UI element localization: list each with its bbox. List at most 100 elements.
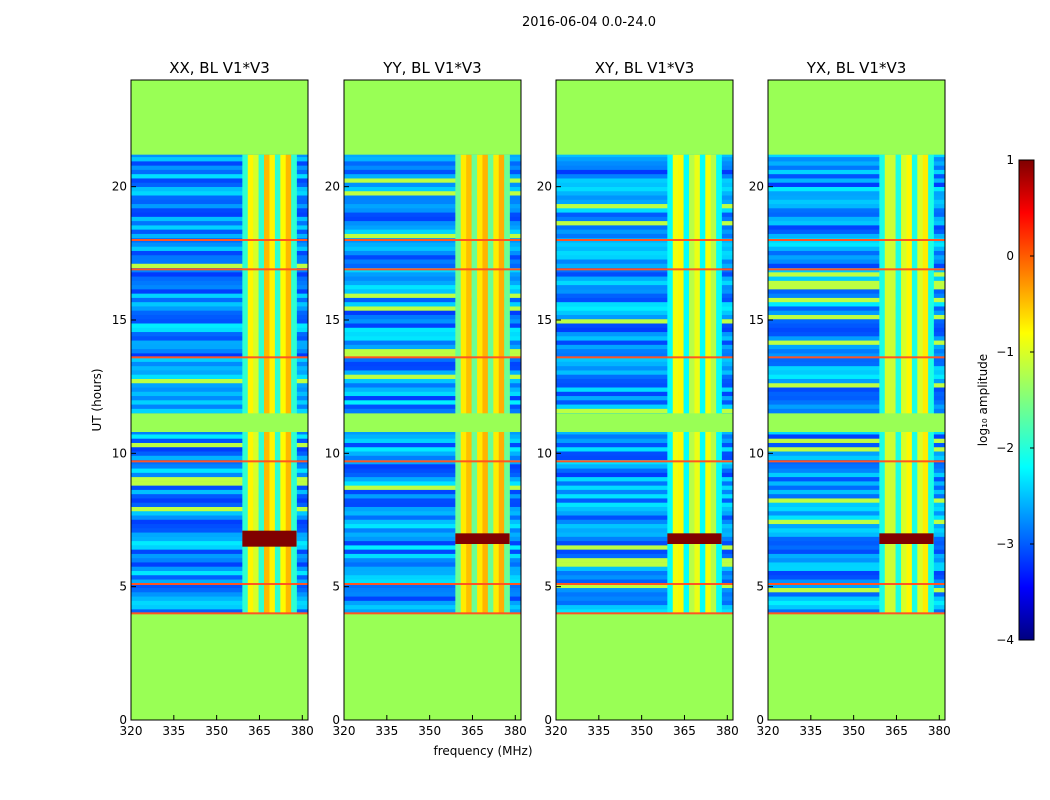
heatmap-row (344, 489, 521, 495)
heatmap-row (556, 391, 733, 397)
heatmap-row (556, 395, 733, 401)
heatmap-row (768, 387, 945, 392)
heatmap-row (556, 493, 733, 499)
colorbar-gradient (1018, 159, 1035, 641)
heatmap-row (131, 331, 308, 337)
y-tick-label: 15 (749, 313, 764, 327)
heatmap-row (131, 485, 308, 490)
heatmap-row (344, 468, 521, 473)
heatmap-row (344, 446, 521, 452)
x-tick-label: 350 (630, 724, 653, 738)
heatmap-row (344, 574, 521, 580)
heatmap-row (556, 455, 733, 461)
heatmap-row (344, 600, 521, 606)
y-tick-label: 20 (112, 180, 127, 194)
heatmap-row (344, 374, 521, 379)
heatmap-row (344, 348, 521, 354)
heatmap-row (131, 220, 308, 226)
heatmap-row (344, 442, 521, 448)
heatmap-row (556, 429, 733, 435)
x-tick-label: 365 (885, 724, 908, 738)
rfi-band-stripe (258, 154, 265, 614)
rfi-band-stripe (901, 154, 907, 614)
heatmap-row (768, 523, 945, 529)
heatmap-row (768, 498, 945, 503)
heatmap-row (556, 301, 733, 307)
heatmap-row (344, 553, 521, 559)
heatmap-row (556, 609, 733, 614)
heatmap-row (556, 596, 733, 601)
heatmap-row (768, 604, 945, 610)
heatmap-row (344, 532, 521, 537)
heatmap-row (768, 489, 945, 495)
heatmap-row (556, 451, 733, 456)
heatmap-row (131, 587, 308, 593)
strong-rfi-block (667, 533, 722, 544)
rfi-line (768, 612, 945, 615)
heatmap-row (344, 199, 521, 205)
heatmap-row (344, 382, 521, 388)
heatmap-row (344, 178, 521, 183)
heatmap-row (131, 250, 308, 256)
rfi-band-stripe (264, 154, 270, 614)
heatmap-row (131, 596, 308, 601)
heatmap-row (768, 574, 945, 580)
heatmap-row (344, 152, 521, 158)
heatmap-row (344, 208, 521, 213)
heatmap-row (768, 203, 945, 209)
x-tick-label: 335 (799, 724, 822, 738)
heatmap-row (556, 387, 733, 392)
axes-frame (767, 79, 946, 721)
y-tick-label: 15 (325, 313, 340, 327)
heatmap-row (131, 600, 308, 606)
heatmap-row (131, 574, 308, 580)
rfi-line (556, 612, 733, 615)
heatmap-row (131, 216, 308, 222)
heatmap-row (131, 442, 308, 448)
heatmap-row (768, 400, 945, 405)
rfi-band-stripe (917, 154, 924, 614)
y-tick-label: 20 (325, 180, 340, 194)
heatmap-row (556, 173, 733, 179)
heatmap-row (344, 400, 521, 405)
rfi-band-stripe (487, 154, 494, 614)
heatmap-row (131, 156, 308, 162)
flagged-region (131, 613, 308, 720)
heatmap-row (556, 250, 733, 256)
heatmap-row (344, 280, 521, 286)
heatmap-row (344, 216, 521, 222)
heatmap-row (768, 370, 945, 375)
x-tick-label: 380 (291, 724, 314, 738)
heatmap-row (131, 353, 308, 358)
heatmap-row (556, 357, 733, 362)
heatmap-row (556, 468, 733, 473)
heatmap-row (556, 259, 733, 264)
heatmap-row (131, 540, 308, 546)
heatmap-row (344, 519, 521, 525)
heatmap-row (768, 476, 945, 482)
heatmap-row (556, 446, 733, 452)
rfi-band-stripe (285, 154, 292, 614)
heatmap-row (344, 340, 521, 345)
rfi-band-stripe (504, 154, 510, 614)
heatmap-row (556, 314, 733, 320)
heatmap-row (768, 455, 945, 461)
heatmap-row (131, 306, 308, 311)
heatmap-row (344, 276, 521, 281)
rfi-band-stripe (280, 154, 287, 614)
rfi-line (131, 356, 308, 359)
heatmap-row (768, 306, 945, 311)
flagged-region (344, 80, 521, 155)
x-tick-label: 365 (673, 724, 696, 738)
heatmap-row (344, 182, 521, 187)
rfi-line (556, 583, 733, 585)
heatmap-row (131, 604, 308, 610)
heatmap-row (131, 173, 308, 179)
panel-3: XY, BL V1*V3 320 335 350 365 380 0 5 10 15 20 (537, 59, 739, 738)
heatmap-row (768, 250, 945, 256)
heatmap-row (556, 540, 733, 546)
heatmap-row (768, 553, 945, 559)
rfi-band-stripe (274, 154, 281, 614)
heatmap-row (344, 250, 521, 256)
heatmap-row (344, 472, 521, 478)
